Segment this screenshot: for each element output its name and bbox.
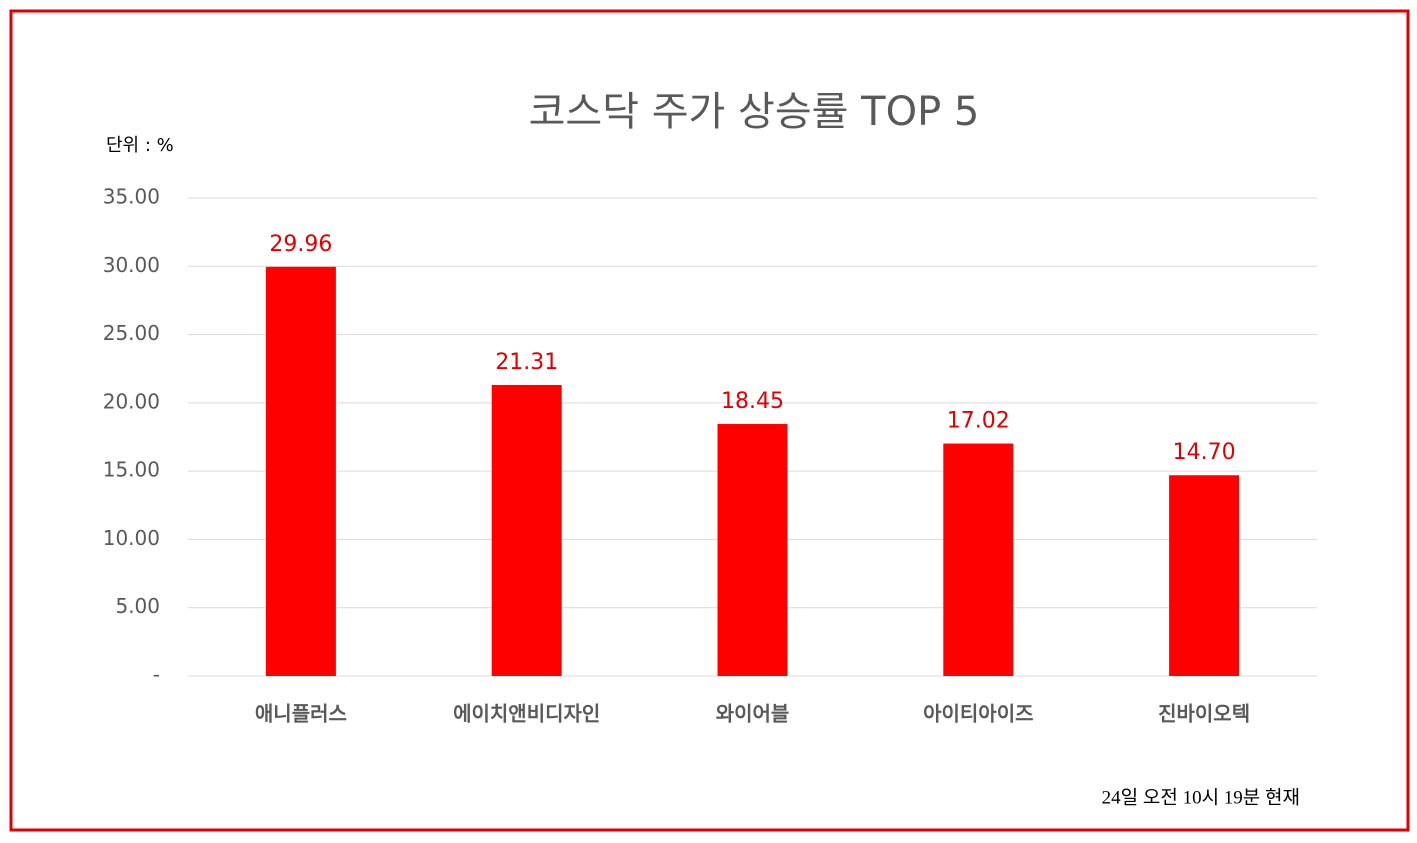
y-tick-label: 35.00 <box>103 185 160 209</box>
data-label: 18.45 <box>721 389 784 414</box>
bar <box>717 424 788 676</box>
x-tick-label: 진바이오텍 <box>1158 702 1250 726</box>
y-tick-label: 20.00 <box>103 389 160 413</box>
bar <box>943 443 1014 676</box>
y-tick-label: 5.00 <box>115 594 160 618</box>
bar <box>1169 475 1240 676</box>
bar <box>491 384 562 676</box>
data-label: 14.70 <box>1173 440 1236 465</box>
data-label: 17.02 <box>947 409 1010 434</box>
x-tick-label: 애니플러스 <box>255 702 347 726</box>
x-tick-label: 와이어블 <box>716 702 790 726</box>
footnote: 24일 오전 10시 19분 현재 <box>1102 786 1300 808</box>
x-tick-label: 아이티아이즈 <box>923 702 1033 726</box>
bar <box>265 266 336 676</box>
data-label: 29.96 <box>269 232 332 257</box>
chart-title: 코스닥 주가 상승률 TOP 5 <box>529 89 980 135</box>
y-tick-label: 30.00 <box>103 253 160 277</box>
frame <box>9 9 1410 832</box>
y-tick-label: - <box>153 663 160 687</box>
unit-label: 단위 : % <box>106 135 174 156</box>
y-tick-label: 15.00 <box>103 458 160 482</box>
x-tick-label: 에이치앤비디자인 <box>453 702 600 726</box>
y-tick-label: 25.00 <box>103 321 160 345</box>
y-tick-label: 10.00 <box>103 526 160 550</box>
data-label: 21.31 <box>495 350 558 375</box>
